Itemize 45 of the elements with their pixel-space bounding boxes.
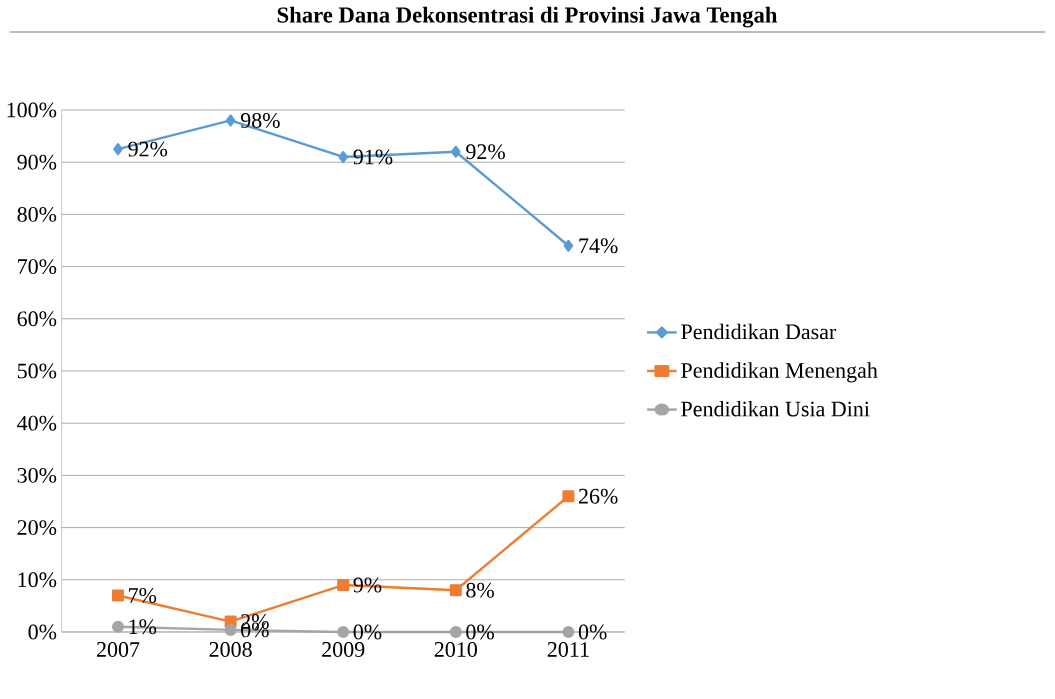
point bbox=[112, 620, 124, 633]
point bbox=[562, 626, 575, 638]
y-tick-label: 0% bbox=[28, 624, 57, 640]
y-tick-label: 90% bbox=[17, 154, 57, 170]
data-label: 98% bbox=[240, 112, 280, 128]
chart-title: Share Dana Dekonsentrasi di Provinsi Jawa Tengah bbox=[277, 6, 778, 28]
y-tick-label: 50% bbox=[17, 363, 57, 379]
legend-label: Pendidikan Menengah bbox=[681, 362, 878, 383]
point bbox=[337, 579, 350, 592]
point bbox=[112, 589, 124, 602]
point bbox=[449, 584, 462, 597]
point bbox=[337, 626, 350, 638]
data-label: 7% bbox=[129, 587, 157, 603]
point bbox=[225, 114, 236, 127]
data-label: 26% bbox=[578, 488, 618, 504]
point bbox=[451, 145, 461, 158]
data-label: 74% bbox=[579, 238, 618, 254]
point bbox=[338, 150, 348, 163]
point bbox=[449, 626, 462, 638]
data-label: 0% bbox=[466, 624, 494, 640]
x-tick-label: 2010 bbox=[434, 642, 477, 657]
data-label: 92% bbox=[128, 141, 168, 157]
y-tick-label: 10% bbox=[18, 572, 57, 588]
data-label: 8% bbox=[466, 582, 494, 598]
legend-label: Pendidikan Dasar bbox=[681, 323, 837, 340]
x-tick-label: 2007 bbox=[96, 642, 140, 657]
data-label: 92% bbox=[466, 144, 505, 160]
point bbox=[113, 143, 123, 156]
point bbox=[224, 623, 237, 636]
y-tick-label: 70% bbox=[18, 259, 57, 275]
y-tick-label: 80% bbox=[17, 206, 57, 222]
y-tick-label: 40% bbox=[17, 415, 57, 431]
y-tick-label: 60% bbox=[17, 311, 57, 327]
point bbox=[563, 239, 574, 252]
x-tick-label: 2011 bbox=[547, 642, 589, 657]
data-label: 1% bbox=[129, 619, 157, 635]
data-label: 0% bbox=[353, 624, 382, 640]
legend-label: Pendidikan Usia Dini bbox=[681, 400, 870, 417]
x-tick-label: 2009 bbox=[322, 642, 365, 657]
x-tick-label: 2008 bbox=[209, 642, 252, 657]
y-tick-label: 20% bbox=[17, 520, 57, 536]
y-tick-label: 30% bbox=[17, 467, 57, 483]
point bbox=[562, 490, 575, 503]
y-tick-label: 100% bbox=[7, 102, 57, 118]
data-label: 0% bbox=[578, 624, 607, 640]
